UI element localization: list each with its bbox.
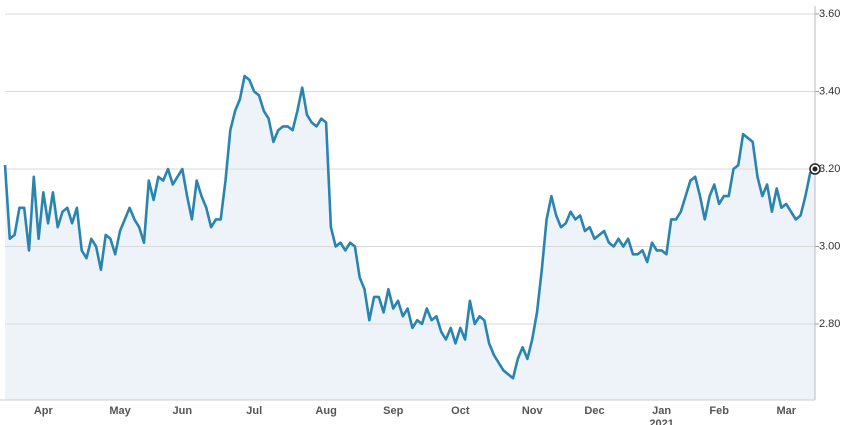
y-tick-label: 2.80 bbox=[819, 318, 840, 330]
year-label: 2021 bbox=[649, 418, 673, 425]
x-tick-label: Apr bbox=[34, 405, 54, 417]
x-tick-label: Jul bbox=[246, 405, 262, 417]
x-tick-label: Nov bbox=[522, 405, 544, 417]
x-tick-label: Oct bbox=[451, 405, 470, 417]
last-point-dot bbox=[812, 166, 818, 172]
price-line bbox=[3, 74, 816, 380]
x-tick-label: Feb bbox=[709, 405, 729, 417]
x-tick-label: Jun bbox=[173, 405, 193, 417]
x-tick-label: May bbox=[109, 405, 131, 417]
x-tick-label: Aug bbox=[315, 405, 336, 417]
y-tick-label: 3.20 bbox=[819, 163, 840, 175]
x-tick-label: Mar bbox=[776, 405, 796, 417]
y-tick-label: 3.40 bbox=[819, 85, 840, 97]
x-tick-label: Jan bbox=[652, 405, 671, 417]
area-fill bbox=[5, 76, 815, 400]
x-tick-label: Dec bbox=[584, 405, 604, 417]
x-tick-label: Sep bbox=[383, 405, 403, 417]
y-tick-label: 3.00 bbox=[819, 240, 840, 252]
y-tick-label: 3.60 bbox=[819, 8, 840, 20]
